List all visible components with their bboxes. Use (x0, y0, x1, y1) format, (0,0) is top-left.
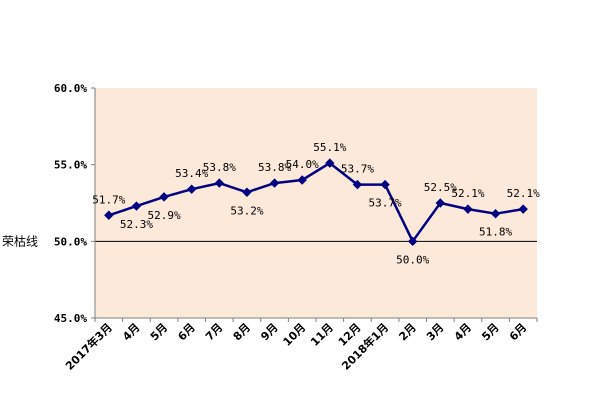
data-point (407, 236, 418, 247)
data-label: 52.1% (507, 187, 540, 200)
data-label: 52.3% (120, 218, 153, 231)
data-point (297, 175, 307, 185)
data-point (104, 210, 114, 220)
x-tick-label: 6月 (507, 321, 529, 343)
data-label: 53.8% (203, 161, 236, 174)
data-point (518, 204, 528, 214)
y-tick-label: 45.0% (54, 312, 87, 325)
data-label: 53.8% (258, 161, 291, 174)
x-tick-label: 2月 (396, 321, 418, 343)
data-point (159, 192, 169, 202)
x-tick-label: 10月 (281, 321, 309, 349)
data-point (490, 209, 501, 219)
x-tick-label: 5月 (148, 321, 170, 343)
data-label: 53.7% (341, 163, 374, 176)
data-point (380, 179, 390, 190)
data-label: 51.7% (92, 193, 125, 206)
data-label: 53.7% (369, 197, 402, 210)
x-tick-label: 2017年3月 (62, 320, 115, 373)
x-tick-label: 8月 (231, 321, 253, 343)
x-tick-label: 3月 (424, 321, 446, 343)
data-point (352, 179, 363, 190)
x-tick-label: 4月 (452, 321, 474, 343)
x-tick-label: 7月 (203, 321, 225, 343)
data-point (186, 184, 197, 194)
data-point (269, 178, 280, 188)
data-label: 52.9% (148, 209, 181, 222)
data-label: 50.0% (396, 253, 429, 266)
data-label: 54.0% (286, 158, 319, 171)
y-tick-label: 55.0% (54, 159, 87, 172)
y-tick-label: 60.0% (54, 82, 87, 95)
data-point (214, 178, 225, 188)
x-tick-label: 9月 (258, 321, 280, 343)
plot-area (95, 88, 537, 318)
data-point (463, 204, 473, 214)
x-tick-label: 11月 (308, 321, 336, 349)
data-markers (104, 158, 528, 247)
x-tick-label: 5月 (479, 321, 501, 343)
reference-line-label: 荣枯线 (2, 233, 38, 248)
data-point (242, 187, 252, 197)
y-ticks: 60.0% 55.0% 50.0% 45.0% (54, 82, 95, 325)
data-label: 52.5% (424, 181, 457, 194)
data-label: 51.8% (479, 226, 512, 239)
x-tick-label: 6月 (175, 321, 197, 343)
series-line (108, 161, 524, 243)
y-tick-label: 50.0% (54, 235, 87, 248)
data-labels: 51.7%52.3%52.9%53.4%53.8%53.2%53.8%54.0%… (92, 141, 540, 266)
x-tick-label: 4月 (120, 321, 142, 343)
data-label: 55.1% (313, 141, 346, 154)
data-point (131, 201, 142, 211)
data-label: 53.2% (230, 204, 263, 217)
data-label: 53.4% (175, 167, 208, 180)
data-point (435, 198, 446, 208)
data-label: 52.1% (451, 187, 484, 200)
data-point (325, 158, 335, 168)
